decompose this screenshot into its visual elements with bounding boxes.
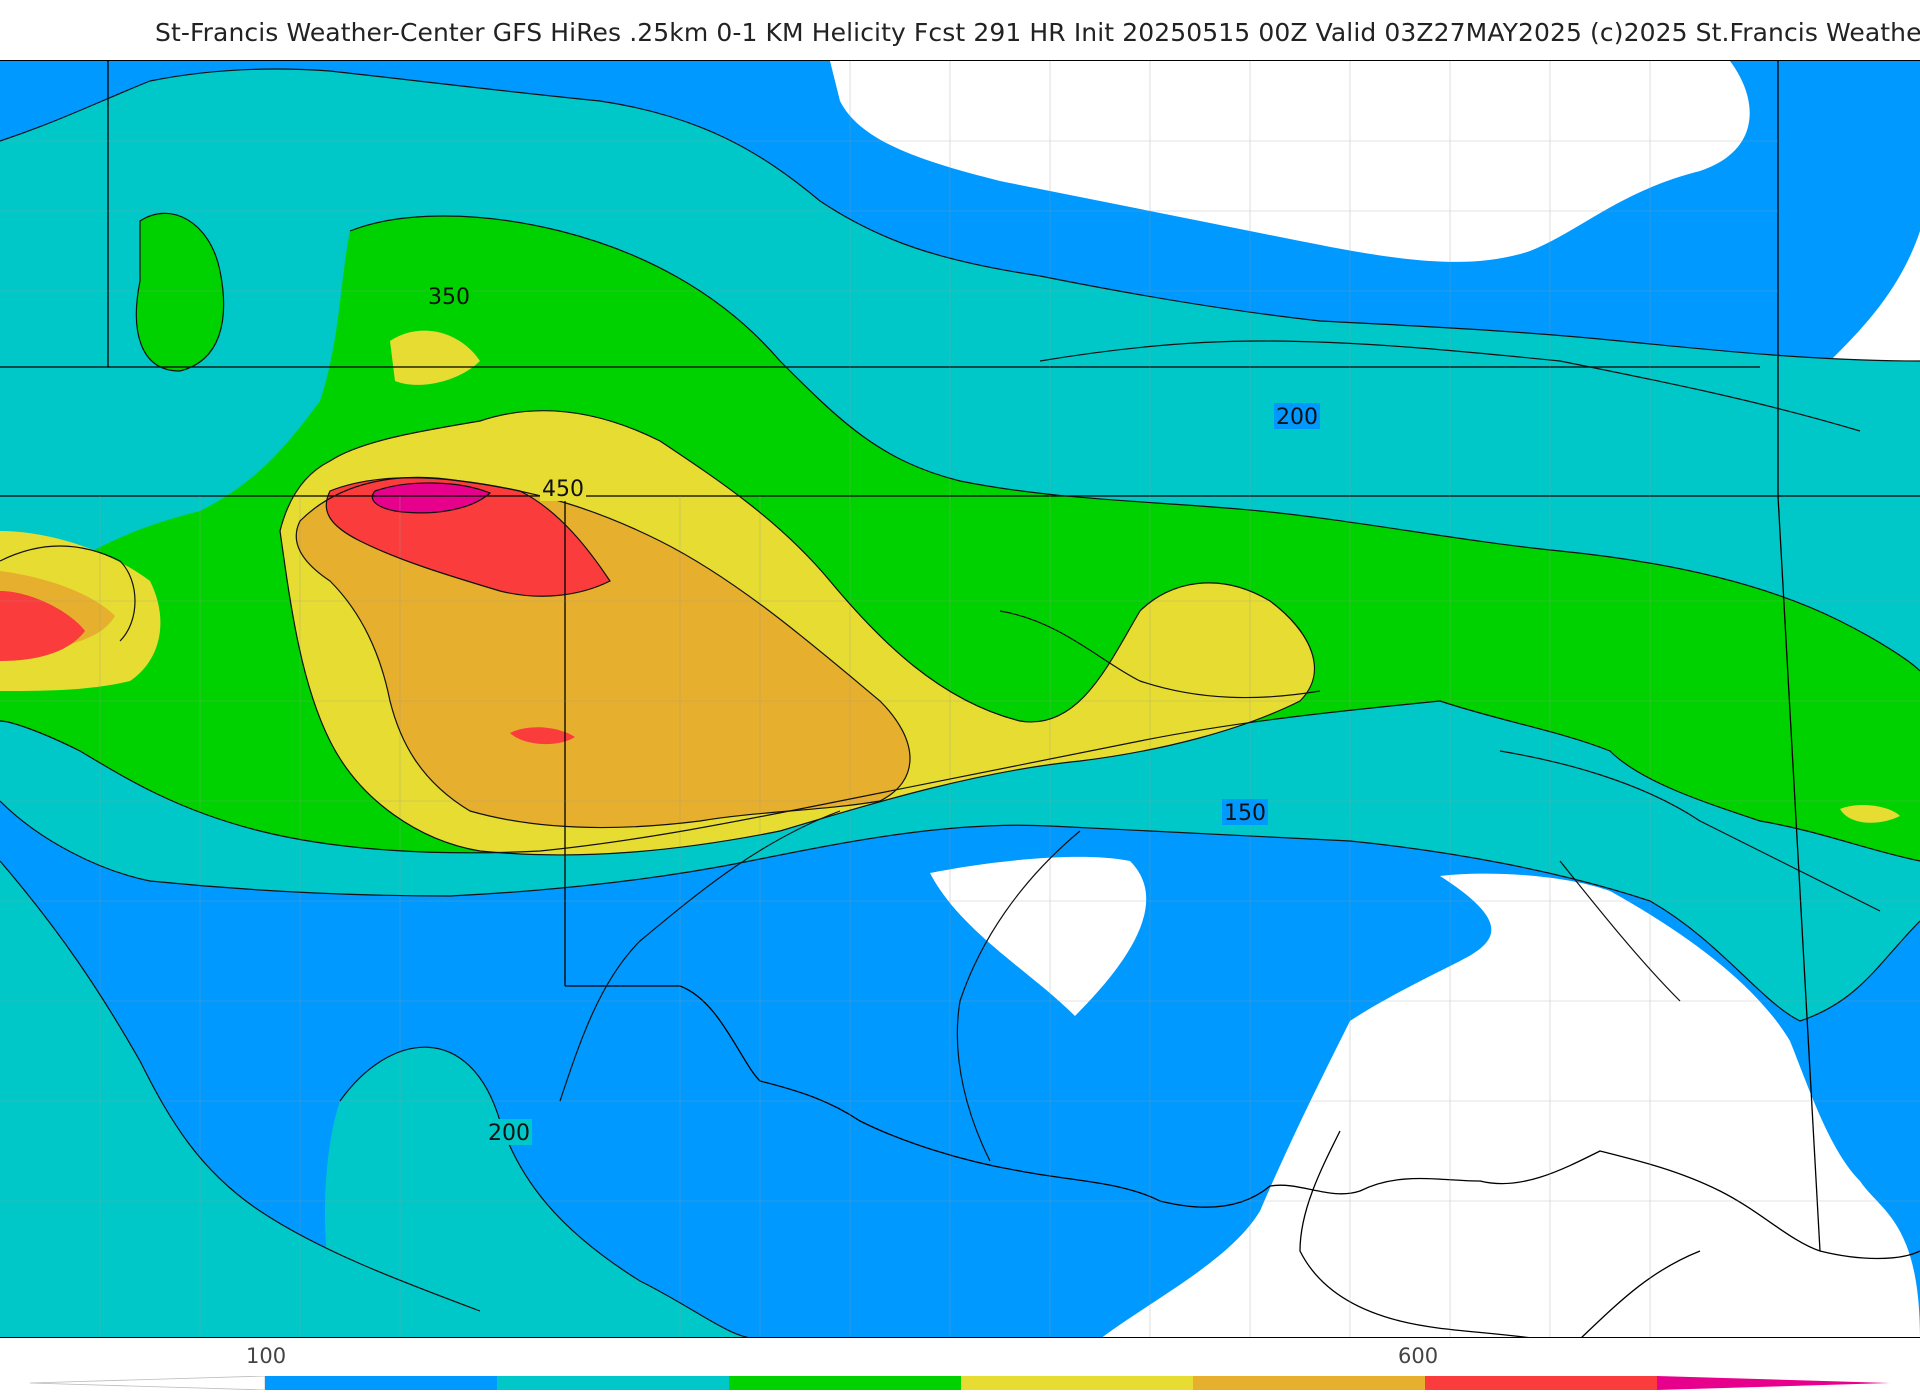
- cyan-region-bottom-center: [325, 1047, 746, 1337]
- red-core-south: [510, 727, 575, 745]
- yellow-blob-top: [390, 330, 480, 385]
- contour-label-bg-200-north: [1274, 403, 1320, 429]
- cyan-band-bottom: [0, 861, 573, 1337]
- contour-label-group: 350 450 200 150 200: [426, 283, 1320, 1146]
- contour-label-200-north: 200: [1276, 405, 1318, 430]
- contour-label-150: 150: [1224, 801, 1266, 826]
- colorbar: [30, 1376, 1890, 1390]
- colorbar-blue-segment: [265, 1376, 497, 1390]
- white-region-top: [830, 61, 1750, 262]
- green-blob-left: [136, 213, 224, 371]
- yellow-blob-east: [1840, 805, 1900, 823]
- contour-label-bg-350: [426, 283, 472, 309]
- state-borders: [0, 61, 1920, 1337]
- legend-tick-600: 600: [1398, 1344, 1439, 1368]
- colorbar-red-segment: [1425, 1376, 1657, 1390]
- colorbar-magenta-segment: [1657, 1376, 1890, 1390]
- contour-label-350: 350: [428, 285, 470, 310]
- contour-label-200-south: 200: [488, 1121, 530, 1146]
- contour-label-bg-450: [540, 475, 586, 501]
- color-legend: 100 600: [0, 1338, 1920, 1400]
- colorbar-white-segment: [30, 1376, 266, 1390]
- colorbar-orange-segment: [1193, 1376, 1425, 1390]
- county-lines: [0, 61, 1920, 1337]
- chart-title: St-Francis Weather-Center GFS HiRes .25k…: [155, 18, 1920, 47]
- contour-lines: [0, 68, 1920, 1337]
- contour-label-450: 450: [542, 477, 584, 502]
- magenta-core: [372, 482, 490, 513]
- contour-label-bg-200-south: [486, 1119, 532, 1145]
- colorbar-green-segment: [729, 1376, 961, 1390]
- map-svg: 350 450 200 150 200: [0, 61, 1920, 1337]
- contour-label-bg-150: [1222, 799, 1268, 825]
- white-region-bottom-right: [1102, 873, 1920, 1337]
- red-core-west: [0, 591, 85, 661]
- helicity-map: 350 450 200 150 200: [0, 60, 1920, 1338]
- colorbar-yellow-segment: [961, 1376, 1193, 1390]
- legend-tick-100: 100: [246, 1344, 287, 1368]
- white-region-center: [930, 856, 1147, 1016]
- header: St-Francis Weather-Center GFS HiRes .25k…: [0, 0, 1920, 60]
- colorbar-cyan-segment: [497, 1376, 729, 1390]
